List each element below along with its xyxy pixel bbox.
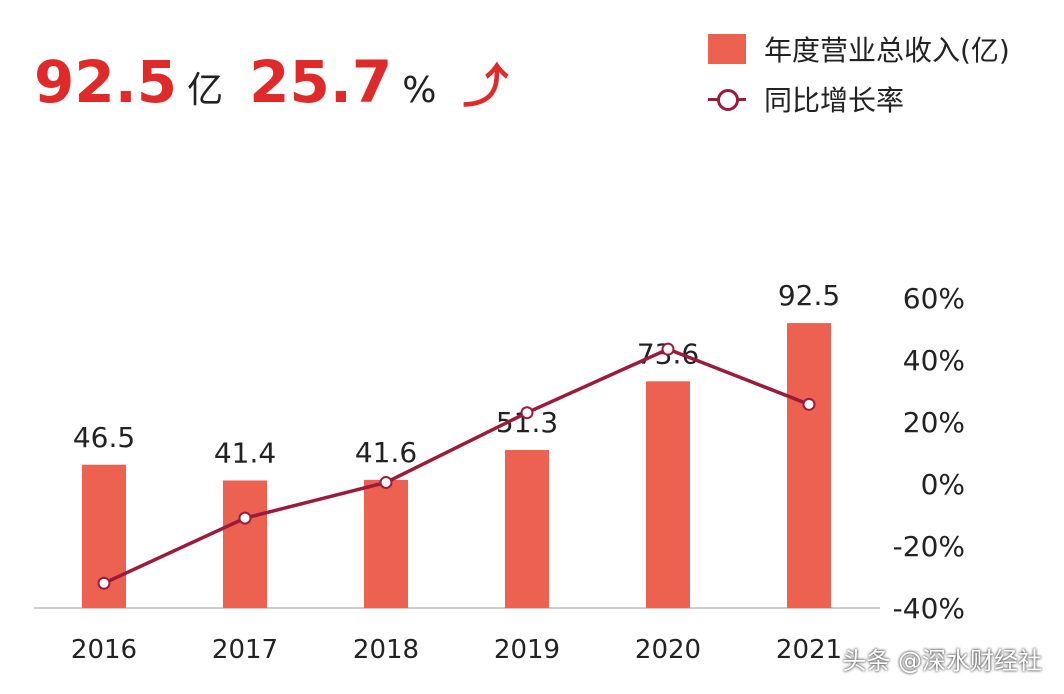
x-tick-label: 2020	[635, 635, 701, 665]
x-tick-label: 2019	[494, 635, 560, 665]
bar	[505, 449, 549, 608]
right-axis-tick-label: 0%	[921, 468, 965, 501]
legend-label: 同比增长率	[764, 84, 905, 117]
bar	[364, 479, 408, 608]
legend: 年度营业总收入(亿) 同比增长率	[708, 24, 1010, 124]
bar-data-label: 41.4	[214, 436, 276, 469]
growth-point	[97, 576, 111, 590]
line-marker-icon	[708, 84, 746, 114]
growth-point	[379, 475, 393, 489]
right-axis-tick-label: 60%	[903, 282, 965, 315]
revenue-value: 92.5	[34, 48, 178, 116]
bar-swatch-icon	[708, 34, 746, 64]
growth-point	[520, 406, 534, 420]
up-arrow-icon: ⤴	[462, 59, 509, 113]
right-axis-tick-label: 40%	[903, 344, 965, 377]
x-tick-label: 2016	[71, 635, 137, 665]
watermark: 头条 @深水财经社	[842, 647, 1042, 675]
right-axis-tick-label: 20%	[903, 406, 965, 439]
bar-data-label: 92.5	[778, 279, 840, 312]
bar-data-label: 41.6	[355, 436, 417, 469]
growth-unit: %	[402, 70, 437, 111]
growth-point	[238, 511, 252, 525]
x-tick-label: 2018	[353, 635, 419, 665]
revenue-unit: 亿	[187, 70, 224, 111]
bar-data-label: 46.5	[73, 421, 135, 454]
growth-point	[802, 397, 816, 411]
bar	[646, 381, 690, 608]
growth-point	[661, 342, 675, 356]
legend-item-growth: 同比增长率	[708, 74, 1010, 124]
right-axis-tick-label: -20%	[893, 530, 965, 563]
x-tick-label: 2021	[776, 635, 842, 665]
legend-item-revenue: 年度营业总收入(亿)	[708, 24, 1010, 74]
legend-label: 年度营业总收入(亿)	[764, 34, 1010, 67]
x-tick-label: 2017	[212, 635, 278, 665]
growth-line	[103, 347, 810, 585]
right-axis-tick-label: -40%	[893, 592, 965, 625]
headline: 92.5 亿 25.7 % ⤴	[34, 48, 508, 116]
bar	[223, 480, 267, 608]
bar	[787, 323, 831, 608]
growth-value: 25.7	[249, 48, 393, 116]
